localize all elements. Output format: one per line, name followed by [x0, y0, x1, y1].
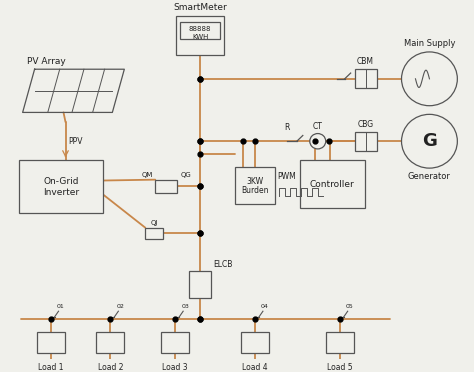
Text: CBG: CBG	[357, 120, 374, 129]
Circle shape	[401, 52, 457, 106]
Bar	[145, 228, 163, 239]
Text: 02: 02	[116, 304, 124, 309]
Text: Controller: Controller	[310, 180, 355, 189]
Bar	[161, 332, 189, 353]
Text: 03: 03	[181, 304, 189, 309]
Text: 88888: 88888	[189, 26, 211, 32]
Text: CBM: CBM	[357, 57, 374, 66]
Text: CT: CT	[313, 122, 323, 131]
Text: QM: QM	[142, 172, 153, 178]
Circle shape	[401, 114, 457, 168]
Bar	[326, 332, 354, 353]
Text: Load 1: Load 1	[38, 363, 64, 372]
Text: KWH: KWH	[192, 34, 208, 40]
Text: SmartMeter: SmartMeter	[173, 3, 227, 12]
Text: QG: QG	[180, 172, 191, 178]
Text: Load 5: Load 5	[327, 363, 353, 372]
Bar	[96, 332, 124, 353]
Bar	[189, 271, 211, 298]
Text: 01: 01	[56, 304, 64, 309]
Text: 05: 05	[346, 304, 354, 309]
Bar	[241, 332, 269, 353]
Text: PWM: PWM	[277, 172, 296, 181]
Text: 3KW: 3KW	[246, 177, 264, 186]
Text: Main Supply: Main Supply	[404, 39, 455, 48]
Bar	[355, 132, 376, 151]
Bar	[155, 180, 177, 193]
Text: 04: 04	[261, 304, 269, 309]
Text: Load 2: Load 2	[98, 363, 123, 372]
Text: Load 3: Load 3	[163, 363, 188, 372]
Text: PPV: PPV	[69, 137, 83, 146]
Text: Burden: Burden	[241, 186, 269, 195]
Bar	[180, 22, 220, 39]
Bar	[36, 332, 64, 353]
Bar	[300, 160, 365, 208]
Text: PV Array: PV Array	[27, 57, 65, 66]
Text: G: G	[422, 132, 437, 150]
Bar	[355, 69, 376, 89]
Bar	[18, 160, 103, 213]
Circle shape	[310, 134, 326, 149]
Text: ELCB: ELCB	[213, 260, 232, 269]
Text: QJ: QJ	[151, 220, 158, 226]
Bar	[176, 16, 224, 55]
Text: Load 4: Load 4	[242, 363, 268, 372]
Text: On-Grid
Inverter: On-Grid Inverter	[43, 177, 79, 196]
Bar	[235, 167, 275, 203]
Text: Generator: Generator	[408, 172, 451, 181]
Text: R: R	[284, 123, 290, 132]
